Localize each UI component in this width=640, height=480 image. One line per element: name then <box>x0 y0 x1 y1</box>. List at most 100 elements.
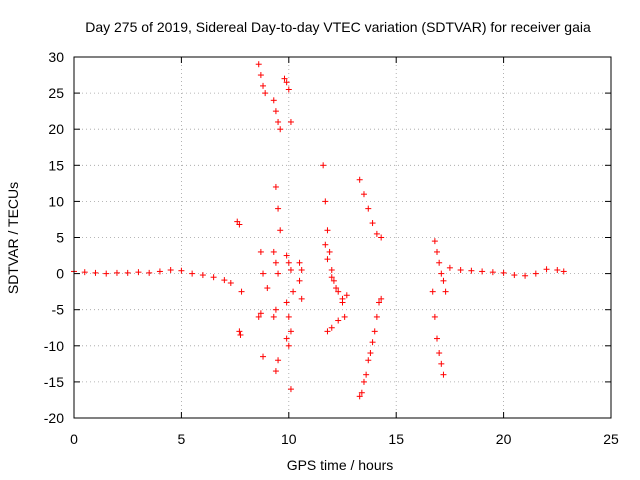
series-arc-11.6-12.5h <box>320 162 350 335</box>
data-point <box>522 272 529 279</box>
data-point <box>324 227 331 234</box>
data-point <box>373 230 380 237</box>
x-tick-label: 10 <box>281 431 297 447</box>
data-point <box>363 371 370 378</box>
data-point <box>356 176 363 183</box>
data-point <box>328 324 335 331</box>
x-tick-label: 20 <box>496 431 512 447</box>
y-tick-label: 5 <box>56 230 64 246</box>
data-point <box>365 205 372 212</box>
data-point <box>367 350 374 357</box>
data-point <box>369 339 376 346</box>
data-point <box>260 353 267 360</box>
data-point <box>275 270 282 277</box>
data-point <box>371 328 378 335</box>
data-point <box>272 183 279 190</box>
data-point <box>429 288 436 295</box>
data-point <box>440 371 447 378</box>
y-tick-label: -15 <box>44 374 64 390</box>
y-tick-label: -20 <box>44 410 64 426</box>
data-point <box>468 267 475 274</box>
data-point <box>287 118 294 125</box>
data-point <box>543 266 550 273</box>
y-axis-label: SDTVAR / TECUs <box>5 182 21 294</box>
data-point <box>257 248 264 255</box>
data-point <box>330 277 337 284</box>
data-point <box>335 317 342 324</box>
data-point <box>434 335 441 342</box>
data-point <box>285 342 292 349</box>
x-axis-ticks: 0 5 10 15 20 25 <box>70 57 619 447</box>
y-axis-ticks: -20 -15 -10 -5 0 5 10 15 20 25 30 <box>44 49 611 426</box>
data-point <box>436 259 443 266</box>
data-point <box>290 288 297 295</box>
data-points <box>71 61 567 400</box>
y-tick-label: 15 <box>48 157 64 173</box>
data-point <box>189 270 196 277</box>
data-point <box>434 248 441 255</box>
data-point <box>277 126 284 133</box>
data-point <box>167 266 174 273</box>
data-point <box>285 259 292 266</box>
data-point <box>365 357 372 364</box>
data-point <box>262 90 269 97</box>
data-point <box>328 274 335 281</box>
data-point <box>264 285 271 292</box>
x-axis-label: GPS time / hours <box>287 457 394 473</box>
data-point <box>378 234 385 241</box>
data-point <box>457 266 464 273</box>
data-point <box>500 269 507 276</box>
data-point <box>343 292 350 299</box>
data-point <box>335 288 342 295</box>
y-tick-label: -10 <box>44 338 64 354</box>
data-point <box>270 97 277 104</box>
data-point <box>324 328 331 335</box>
series-arc-7.7h <box>234 218 245 338</box>
data-point <box>135 269 142 276</box>
data-point <box>156 268 163 275</box>
y-tick-label: 0 <box>56 266 64 282</box>
data-point <box>489 269 496 276</box>
y-tick-label: 20 <box>48 121 64 137</box>
data-point <box>333 285 340 292</box>
data-point <box>296 277 303 284</box>
chart-title: Day 275 of 2019, Sidereal Day-to-day VTE… <box>85 19 591 35</box>
data-point <box>270 248 277 255</box>
data-point <box>236 328 243 335</box>
data-point <box>296 259 303 266</box>
data-point <box>237 331 244 338</box>
x-tick-label: 5 <box>178 431 186 447</box>
data-point <box>378 295 385 302</box>
data-point <box>272 259 279 266</box>
data-point <box>272 368 279 375</box>
data-point <box>560 268 567 275</box>
data-point <box>272 306 279 313</box>
series-arc-8.6-9h <box>255 61 271 360</box>
data-point <box>532 270 539 277</box>
data-point <box>113 269 120 276</box>
data-point <box>275 205 282 212</box>
data-point <box>283 299 290 306</box>
data-point <box>255 61 262 68</box>
series-arc-9.3-9.7h <box>270 97 284 375</box>
x-tick-label: 15 <box>388 431 404 447</box>
data-point <box>81 269 88 276</box>
data-point <box>554 266 561 273</box>
data-point <box>92 269 99 276</box>
data-point <box>283 252 290 259</box>
data-point <box>431 238 438 245</box>
series-arc-9.8-10.1h <box>281 75 297 393</box>
data-point <box>442 288 449 295</box>
data-point <box>369 220 376 227</box>
data-point <box>257 72 264 79</box>
data-point <box>199 272 206 279</box>
data-point <box>260 82 267 89</box>
data-point <box>341 313 348 320</box>
data-point <box>328 266 335 273</box>
data-point <box>356 393 363 400</box>
data-point <box>236 221 243 228</box>
series-baseline-0-7.5h <box>71 266 234 286</box>
data-point <box>287 266 294 273</box>
data-point <box>283 79 290 86</box>
